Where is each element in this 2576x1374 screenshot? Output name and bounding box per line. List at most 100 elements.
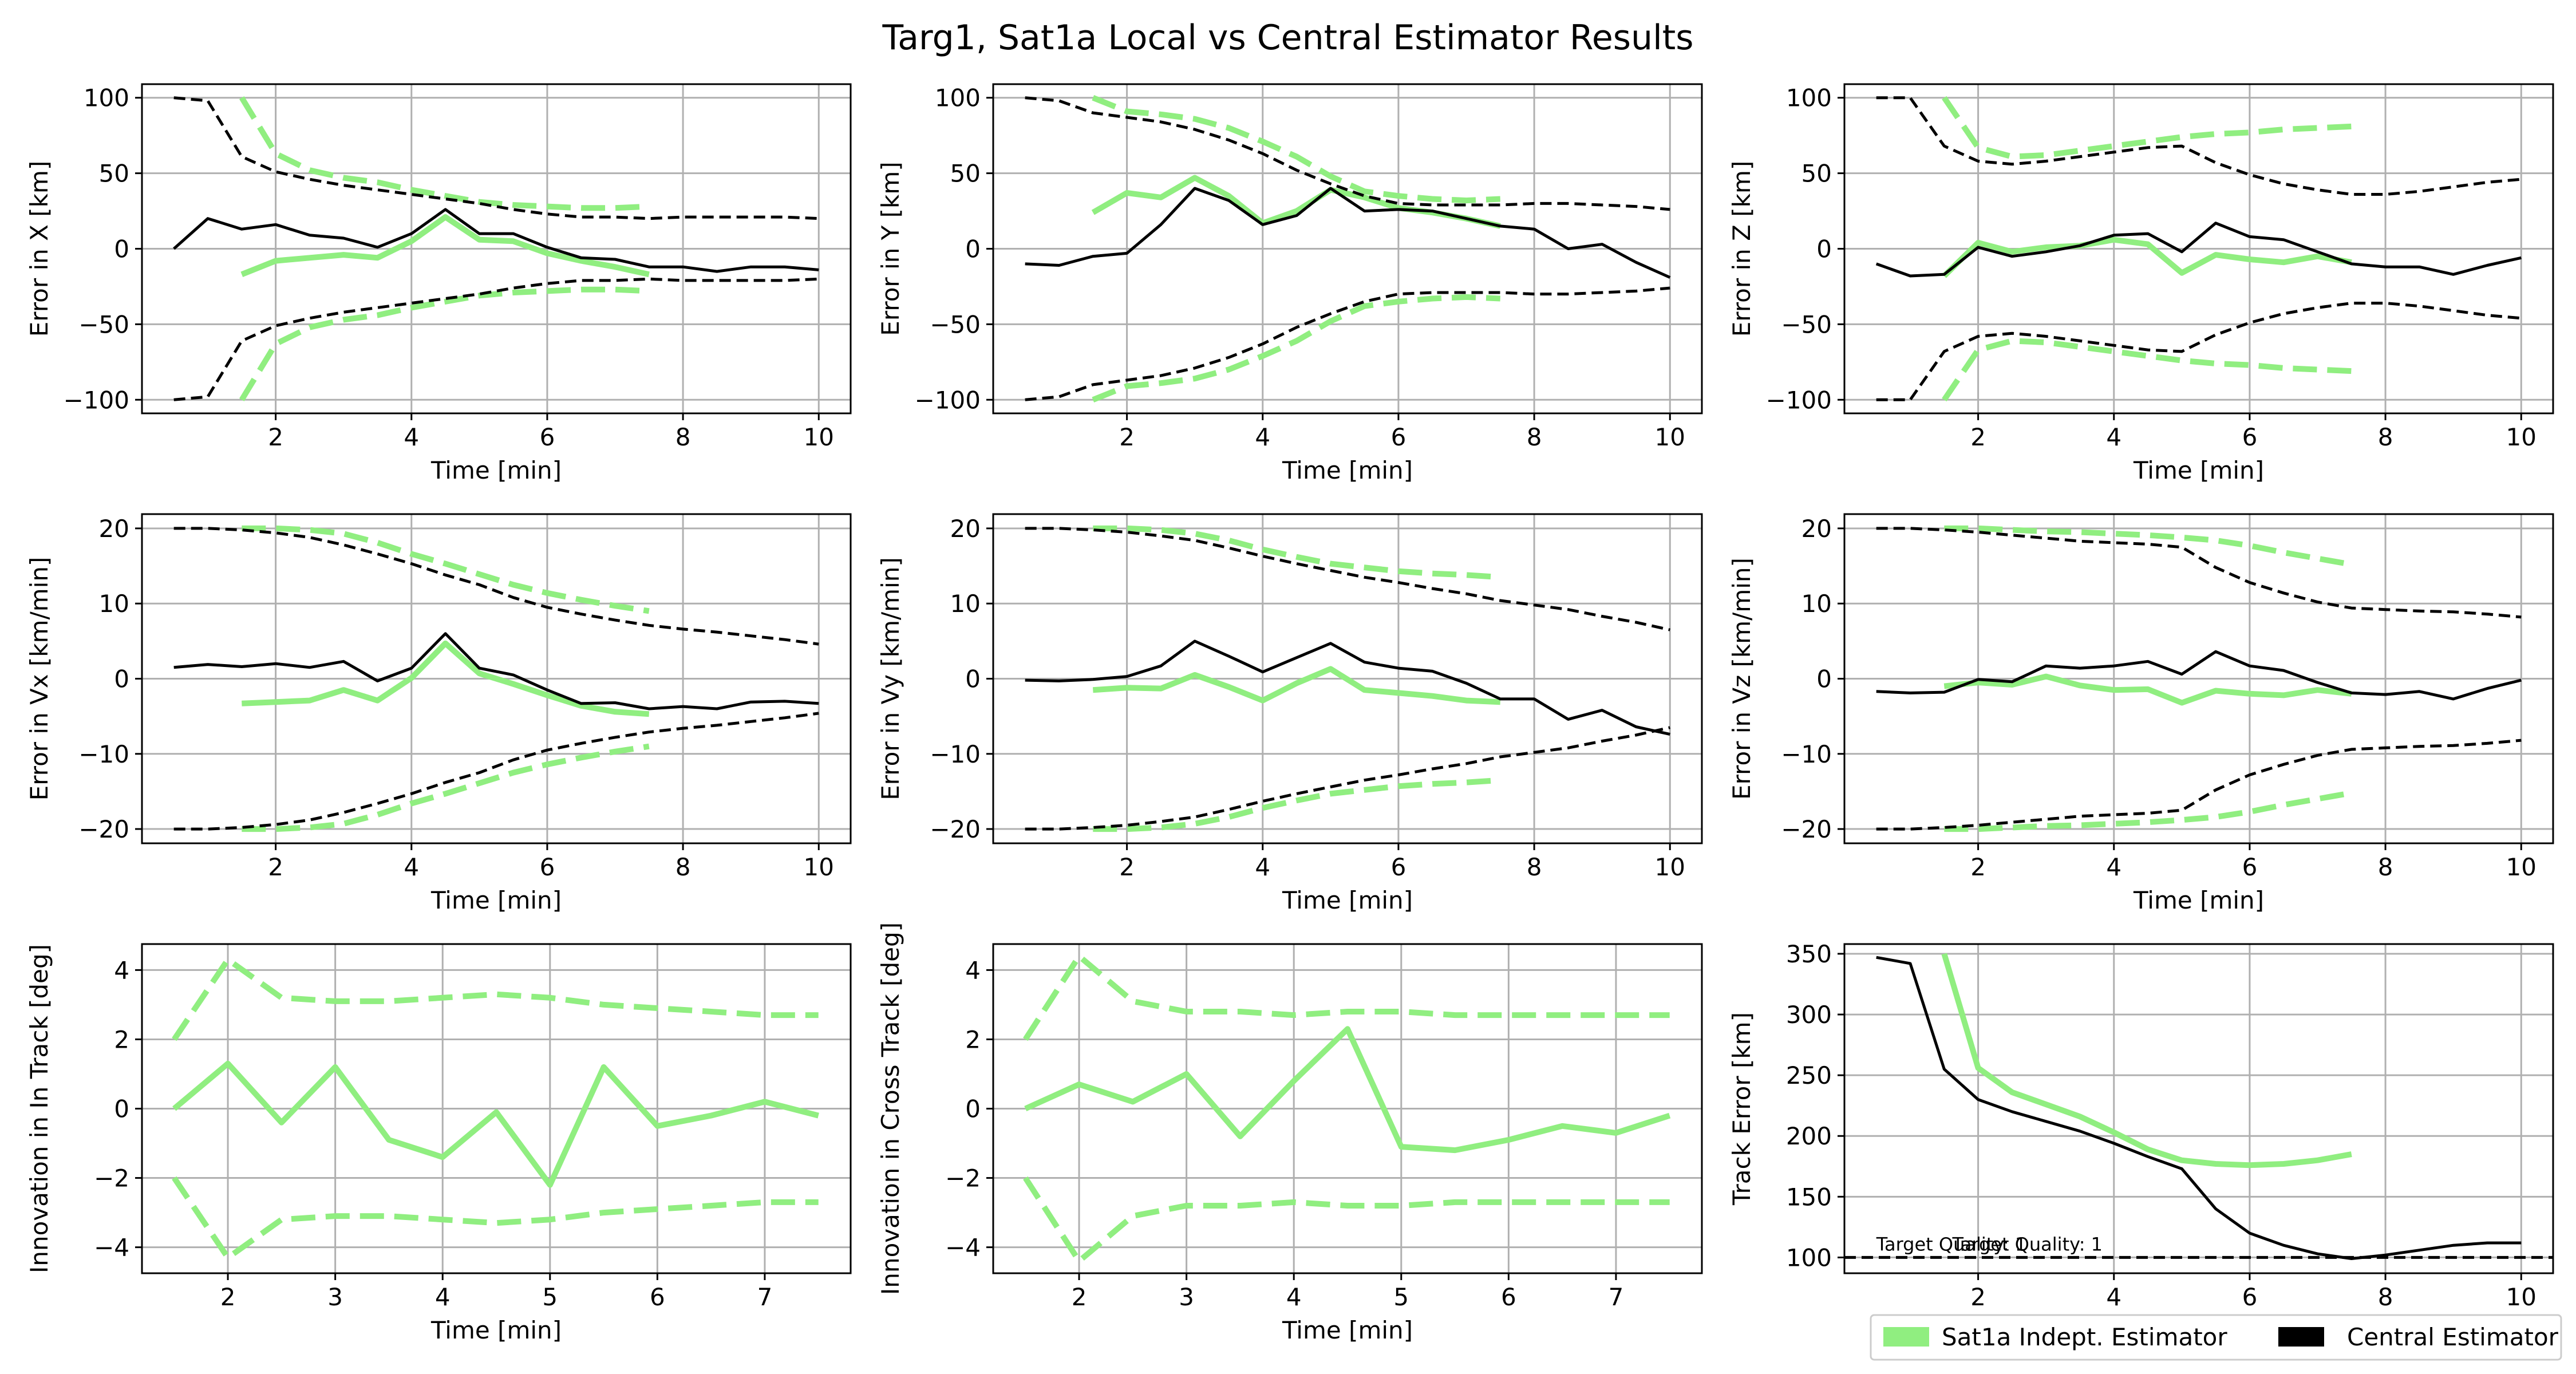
series-line-local-bound [172, 957, 819, 1041]
x-axis-label: Time [min] [1282, 886, 1413, 914]
series-line-central-bound [1876, 96, 2522, 196]
series-group [1023, 953, 1671, 1264]
y-axis-label: Error in Y [km] [876, 161, 904, 335]
series-line-local-bound [1092, 294, 1501, 402]
y-axis-label: Error in X [km] [25, 161, 53, 337]
x-tick-label: 10 [2506, 853, 2537, 881]
x-axis-label: Time [min] [1282, 1316, 1413, 1344]
x-tick-label: 10 [2506, 1283, 2537, 1311]
y-tick-label: 20 [1801, 515, 1832, 543]
x-tick-label: 6 [2242, 853, 2258, 881]
series-group [1025, 525, 1670, 832]
series-line-central-bound [173, 527, 819, 646]
y-tick-label: −20 [930, 815, 981, 843]
x-tick-label: 6 [650, 1283, 665, 1311]
x-tick-label: 10 [804, 853, 834, 881]
series-line-central [1025, 639, 1670, 736]
legend-frame [1870, 1314, 2562, 1361]
chart-panel-8: 2 3 4 5 6 7 −4 −2 0 2 4 Time [min] Innovation in Cro… [876, 922, 1703, 1344]
x-tick-label: 8 [2378, 853, 2393, 881]
target-quality-annotation: Target Quality: 1 [1876, 1233, 2027, 1255]
series-line-central-bound [173, 712, 819, 831]
x-tick-label: 4 [2106, 853, 2121, 881]
x-axis-label: Time [min] [1282, 456, 1413, 484]
x-tick-label: 6 [2242, 423, 2258, 451]
series-group [1876, 525, 2522, 832]
x-tick-label: 6 [2242, 1283, 2258, 1311]
y-tick-label: −50 [1781, 310, 1832, 338]
x-tick-label: 8 [2378, 423, 2393, 451]
x-tick-label: 4 [435, 1283, 451, 1311]
series-line-central-bound [1876, 302, 2522, 401]
series-group [173, 525, 819, 832]
y-tick-label: −10 [78, 740, 129, 768]
y-tick-label: 4 [965, 956, 981, 984]
y-tick-label: −100 [915, 386, 981, 414]
series-line-central [173, 632, 819, 710]
x-tick-label: 2 [1119, 853, 1135, 881]
y-tick-label: 100 [935, 84, 981, 112]
series-line-local-bound [1093, 777, 1501, 832]
y-tick-label: 2 [114, 1025, 129, 1053]
legend: Sat1a Indept. Estimator Central Estimato… [1870, 1314, 2562, 1361]
x-tick-label: 8 [675, 423, 691, 451]
series-line-central-bound [1876, 527, 2522, 619]
legend-label-central: Central Estimator [2347, 1323, 2559, 1351]
series-line-local-bound [172, 1176, 819, 1261]
x-tick-label: 6 [540, 853, 555, 881]
series-line-local [240, 214, 650, 278]
series-line-central-bound [1876, 739, 2522, 831]
y-tick-label: 10 [99, 590, 129, 618]
y-tick-label: 100 [84, 84, 129, 112]
series-line-local [1942, 236, 2352, 278]
series-group [1844, 953, 2553, 1260]
y-tick-label: 0 [114, 235, 129, 263]
series-line-local-bound [1023, 1176, 1670, 1264]
x-tick-label: 2 [268, 853, 283, 881]
y-tick-label: −20 [1781, 815, 1832, 843]
y-axis-label: Error in Z [km] [1728, 161, 1756, 337]
x-tick-label: 4 [404, 853, 419, 881]
chart-panel-6: 2 4 6 8 10 −20 −10 0 10 20 Time [min] Error in Vz [… [1728, 513, 2554, 914]
y-axis-label: Error in Vy [km/min] [876, 557, 904, 800]
series-line-local [1024, 1026, 1671, 1154]
series-line-local-bound [239, 286, 650, 401]
chart-panel-4: 2 4 6 8 10 −20 −10 0 10 20 Time [min] Error in Vx [… [25, 513, 852, 914]
x-tick-label: 2 [220, 1283, 236, 1311]
series-line-central-bound [1025, 286, 1670, 401]
chart-panel-1: 2 4 6 8 10 −100 −50 0 50 100 Time [min] Error in X … [25, 83, 852, 484]
y-tick-label: −50 [930, 310, 981, 338]
y-tick-label: 0 [1816, 665, 1832, 693]
y-tick-label: 100 [1786, 84, 1832, 112]
series-line-local-bound [1093, 525, 1501, 581]
series-line-local [242, 640, 650, 717]
x-tick-label: 2 [1119, 423, 1135, 451]
y-tick-label: −20 [78, 815, 129, 843]
y-tick-label: 50 [99, 160, 129, 188]
x-tick-label: 7 [1609, 1283, 1624, 1311]
target-quality-annotation: Target Quality: 1 [1952, 1233, 2103, 1255]
x-tick-label: 4 [1286, 1283, 1302, 1311]
x-tick-label: 6 [1391, 423, 1406, 451]
series-group [172, 957, 819, 1261]
legend-label-local: Sat1a Indept. Estimator [1942, 1323, 2227, 1351]
y-tick-label: 10 [950, 590, 981, 618]
x-axis-label: Time [min] [430, 886, 562, 914]
series-line-local-bound [239, 96, 650, 211]
x-axis-label: Time [min] [430, 456, 562, 484]
legend-swatch-local [1883, 1327, 1929, 1347]
y-tick-label: −100 [64, 386, 129, 414]
x-tick-label: 2 [1970, 853, 1986, 881]
series-line-local [1092, 666, 1501, 705]
series-line-central-bound [173, 96, 819, 220]
y-tick-label: −10 [930, 740, 981, 768]
series-line-local [1091, 175, 1501, 229]
series-line-central-bound [1025, 96, 1670, 211]
x-tick-label: 4 [1255, 853, 1270, 881]
x-tick-label: 2 [1072, 1283, 1087, 1311]
x-tick-label: 6 [1501, 1283, 1516, 1311]
y-tick-label: −4 [94, 1234, 129, 1262]
y-tick-label: 350 [1786, 940, 1832, 968]
series-line-central [173, 208, 819, 273]
